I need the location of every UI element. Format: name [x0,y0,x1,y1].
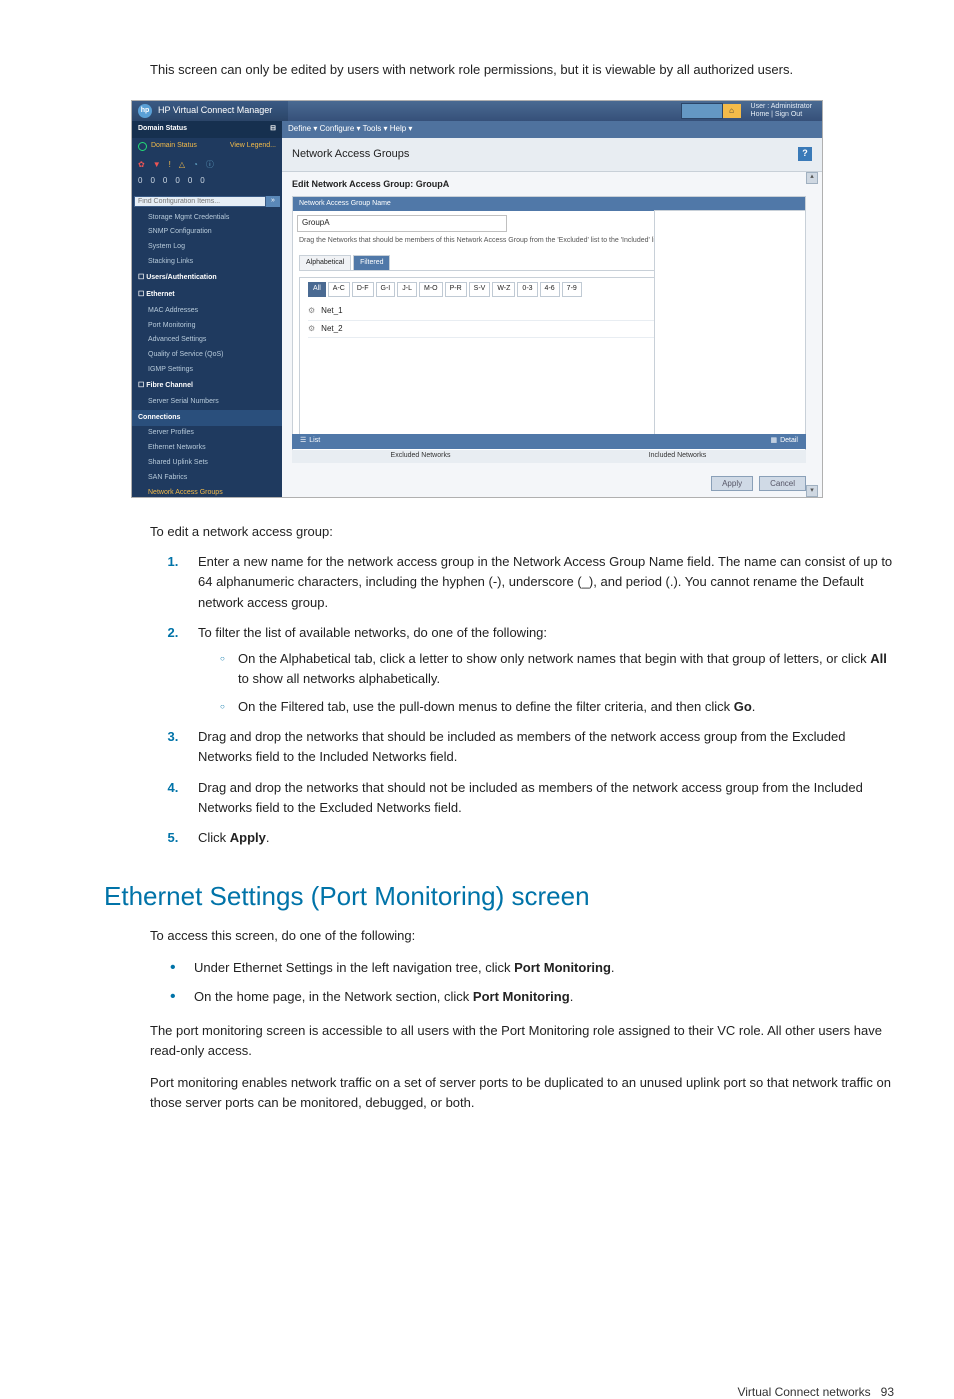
ss-topbar: hp HP Virtual Connect Manager ⌂ User : A… [132,101,822,121]
alpha-filter[interactable]: M-O [419,282,443,297]
ss-status-text[interactable]: Domain Status [151,141,197,152]
ss-side-icon-row: ✿ ▼ ! △ ◔ ⓘ [132,155,282,175]
ss-edit-title: Edit Network Access Group: GroupA [292,178,806,192]
tab-filtered[interactable]: Filtered [353,255,390,271]
ss-menubar[interactable]: Define ▾ Configure ▾ Tools ▾ Help ▾ [282,121,822,137]
instructions-lead: To edit a network access group: [150,522,894,542]
hp-logo-icon: hp [138,104,152,118]
alpha-filter[interactable]: D-F [352,282,374,297]
view-detail-toggle[interactable]: ▦ Detail [762,434,806,449]
sec-bullet-2: On the home page, in the Network section… [170,987,894,1007]
step-4: Drag and drop the networks that should n… [182,778,894,818]
ss-thumb [681,103,723,119]
step-5: Click Apply. [182,828,894,848]
ss-app-title: HP Virtual Connect Manager [158,104,272,118]
section-heading: Ethernet Settings (Port Monitoring) scre… [104,876,894,916]
ss-nav-item[interactable]: Advanced Settings [132,333,282,348]
included-label: Included Networks [549,450,806,463]
ss-main: Define ▾ Configure ▾ Tools ▾ Help ▾ Netw… [282,121,822,497]
ss-nav-item[interactable]: Shared Uplink Sets [132,456,282,471]
step-3: Drag and drop the networks that should b… [182,727,894,767]
ss-search-go[interactable]: » [266,196,280,207]
alpha-filter[interactable]: W-Z [492,282,515,297]
alpha-filter[interactable]: 0-3 [517,282,537,297]
view-list-toggle[interactable]: ☰ List [292,434,328,449]
ss-nav-category[interactable]: ☐ Users/Authentication [132,270,282,287]
help-icon[interactable]: ? [798,147,812,161]
page-footer: Virtual Connect networks 93 [0,1385,954,1399]
cancel-button[interactable]: Cancel [759,476,806,491]
ss-view-legend[interactable]: View Legend... [230,141,276,152]
scroll-up-icon[interactable]: ▴ [806,172,818,184]
ss-nav-item[interactable]: Server Serial Numbers [132,395,282,410]
ss-nav-item[interactable]: Ethernet Networks [132,441,282,456]
ss-nav-item[interactable]: System Log [132,240,282,255]
alpha-filter[interactable]: 4-6 [540,282,560,297]
intro-paragraph: This screen can only be edited by users … [150,60,894,80]
step-2: To filter the list of available networks… [182,623,894,718]
network-icon: ⚙ [308,323,315,335]
section-bullets: Under Ethernet Settings in the left navi… [150,958,894,1006]
ss-nav-item[interactable]: Port Monitoring [132,319,282,334]
section-para-2: Port monitoring enables network traffic … [150,1073,894,1113]
ss-user-links[interactable]: Home | Sign Out [751,111,812,119]
ss-nav-item[interactable]: Storage Mgmt Credentials [132,211,282,226]
ss-nav-item[interactable]: Stacking Links [132,255,282,270]
tab-alphabetical[interactable]: Alphabetical [299,255,351,271]
ss-sidebar: Domain Status ⊟ Domain Status View Legen… [132,121,282,497]
ss-side-head-label: Domain Status [138,124,187,135]
step-1: Enter a new name for the network access … [182,552,894,612]
included-networks-box[interactable] [654,210,806,450]
ss-nav-item[interactable]: SAN Fabrics [132,471,282,486]
excluded-label: Excluded Networks [292,450,549,463]
step-2a: On the Alphabetical tab, click a letter … [220,649,894,689]
steps-list: Enter a new name for the network access … [160,552,894,848]
step-2b: On the Filtered tab, use the pull-down m… [220,697,894,717]
alpha-filter[interactable]: 7-9 [562,282,582,297]
screenshot-figure: hp HP Virtual Connect Manager ⌂ User : A… [131,100,823,498]
section-para-1: The port monitoring screen is accessible… [150,1021,894,1061]
alpha-filter[interactable]: P-R [445,282,467,297]
ss-nav-item[interactable]: SNMP Configuration [132,225,282,240]
ss-search-input[interactable] [134,196,266,207]
status-ok-icon [138,142,147,151]
ss-nav-item[interactable]: Quality of Service (QoS) [132,348,282,363]
ss-user-info: User : Administrator Home | Sign Out [741,103,822,120]
alpha-filter[interactable]: A-C [328,282,350,297]
ss-nav-category[interactable]: Connections [132,410,282,427]
scroll-down-icon[interactable]: ▾ [806,485,818,497]
ss-page-title: Network Access Groups [292,146,409,163]
sec-bullet-1: Under Ethernet Settings in the left navi… [170,958,894,978]
ss-nav-category[interactable]: ☐ Fibre Channel [132,378,282,395]
ss-nav-item[interactable]: IGMP Settings [132,363,282,378]
alpha-filter[interactable]: S-V [469,282,491,297]
ss-nav-item[interactable]: Server Profiles [132,426,282,441]
network-icon: ⚙ [308,305,315,317]
alpha-filter[interactable]: All [308,282,326,297]
alpha-filter[interactable]: J-L [397,282,417,297]
home-icon[interactable]: ⌂ [723,104,741,118]
alpha-filter[interactable]: G-I [376,282,396,297]
apply-button[interactable]: Apply [711,476,753,491]
ss-nav-category[interactable]: ☐ Ethernet [132,287,282,304]
section-lead: To access this screen, do one of the fol… [150,926,894,946]
collapse-icon[interactable]: ⊟ [270,124,276,135]
group-name-input[interactable]: GroupA [297,215,507,231]
ss-nav-item[interactable]: MAC Addresses [132,304,282,319]
ss-nav-item-selected[interactable]: Network Access Groups [132,486,282,497]
